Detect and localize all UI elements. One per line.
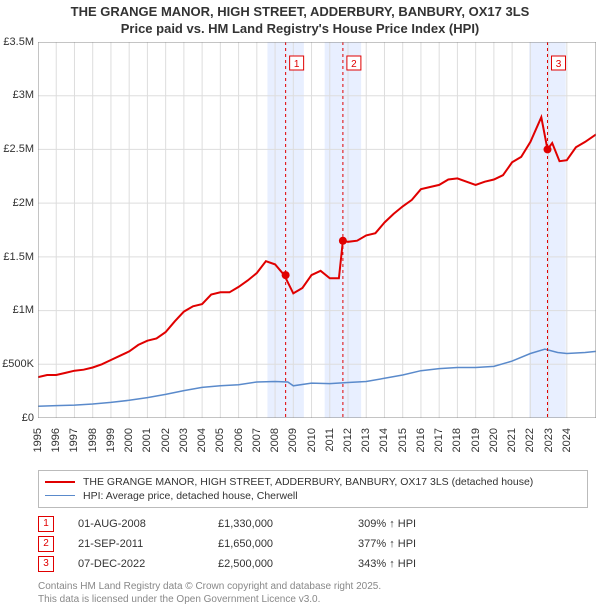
footnote: Contains HM Land Registry data © Crown c… [38,580,588,606]
legend-item: THE GRANGE MANOR, HIGH STREET, ADDERBURY… [45,475,581,489]
footnote-line-1: Contains HM Land Registry data © Crown c… [38,580,588,593]
sale-date: 07-DEC-2022 [78,558,218,570]
y-tick-label: £0 [22,412,38,424]
plot-area: 123 £0£500K£1M£1.5M£2M£2.5M£3M£3.5M [38,42,596,418]
x-tick-label: 2021 [506,428,518,452]
sale-pct: 377% ↑ HPI [358,538,416,550]
y-tick-label: £2M [13,197,38,209]
x-tick-label: 2011 [324,428,336,452]
svg-text:1: 1 [294,59,300,70]
svg-text:3: 3 [556,59,562,70]
x-tick-label: 2019 [470,428,482,452]
y-tick-label: £2.5M [3,143,38,155]
title-line-1: THE GRANGE MANOR, HIGH STREET, ADDERBURY… [0,4,600,21]
x-tick-label: 2017 [433,428,445,452]
y-tick-label: £3.5M [3,36,38,48]
x-tick-label: 1999 [105,428,117,452]
sales-table: 1 01-AUG-2008£1,330,000309% ↑ HPI 2 21-SEP-… [38,514,588,574]
x-tick-label: 2020 [488,428,500,452]
x-tick-label: 2024 [561,428,573,452]
x-tick-label: 2008 [269,428,281,452]
legend-label: THE GRANGE MANOR, HIGH STREET, ADDERBURY… [83,476,533,488]
x-tick-label: 2014 [378,428,390,452]
sale-marker-box: 1 [38,516,54,532]
x-tick-label: 1995 [32,428,44,452]
svg-text:2: 2 [351,59,357,70]
sale-price: £1,650,000 [218,538,358,550]
x-tick-label: 2007 [251,428,263,452]
title-line-2: Price paid vs. HM Land Registry's House … [0,21,600,38]
legend-label: HPI: Average price, detached house, Cher… [83,490,298,502]
x-tick-label: 1996 [50,428,62,452]
x-tick-label: 2010 [306,428,318,452]
x-tick-label: 2005 [214,428,226,452]
x-tick-label: 2015 [397,428,409,452]
sale-date: 21-SEP-2011 [78,538,218,550]
x-tick-label: 2018 [451,428,463,452]
x-tick-label: 2001 [141,428,153,452]
x-tick-label: 2002 [160,428,172,452]
x-tick-label: 2012 [342,428,354,452]
legend: THE GRANGE MANOR, HIGH STREET, ADDERBURY… [38,470,588,508]
y-tick-label: £1M [13,304,38,316]
x-tick-label: 2000 [123,428,135,452]
x-tick-label: 2023 [543,428,555,452]
sale-price: £2,500,000 [218,558,358,570]
sale-date: 01-AUG-2008 [78,518,218,530]
y-tick-label: £1.5M [3,251,38,263]
x-tick-label: 2016 [415,428,427,452]
x-tick-label: 2003 [178,428,190,452]
y-tick-label: £500K [2,358,38,370]
sale-pct: 343% ↑ HPI [358,558,416,570]
x-tick-label: 2009 [287,428,299,452]
x-tick-label: 2022 [524,428,536,452]
sale-row: 2 21-SEP-2011£1,650,000377% ↑ HPI [38,534,588,554]
legend-swatch [45,481,75,483]
sale-pct: 309% ↑ HPI [358,518,416,530]
sale-marker-box: 2 [38,536,54,552]
chart-svg: 1 2 3 [38,42,596,418]
y-tick-label: £3M [13,89,38,101]
x-tick-label: 2013 [360,428,372,452]
x-tick-label: 2006 [233,428,245,452]
x-axis-labels: 1995199619971998199920002001200220032004… [38,418,596,468]
x-tick-label: 2004 [196,428,208,452]
sale-row: 3 07-DEC-2022£2,500,000343% ↑ HPI [38,554,588,574]
chart-title: THE GRANGE MANOR, HIGH STREET, ADDERBURY… [0,0,600,38]
x-tick-label: 1998 [87,428,99,452]
legend-item: HPI: Average price, detached house, Cher… [45,489,581,503]
sale-price: £1,330,000 [218,518,358,530]
sale-marker-box: 3 [38,556,54,572]
footnote-line-2: This data is licensed under the Open Gov… [38,593,588,606]
sale-row: 1 01-AUG-2008£1,330,000309% ↑ HPI [38,514,588,534]
x-tick-label: 1997 [68,428,80,452]
legend-swatch [45,495,75,496]
